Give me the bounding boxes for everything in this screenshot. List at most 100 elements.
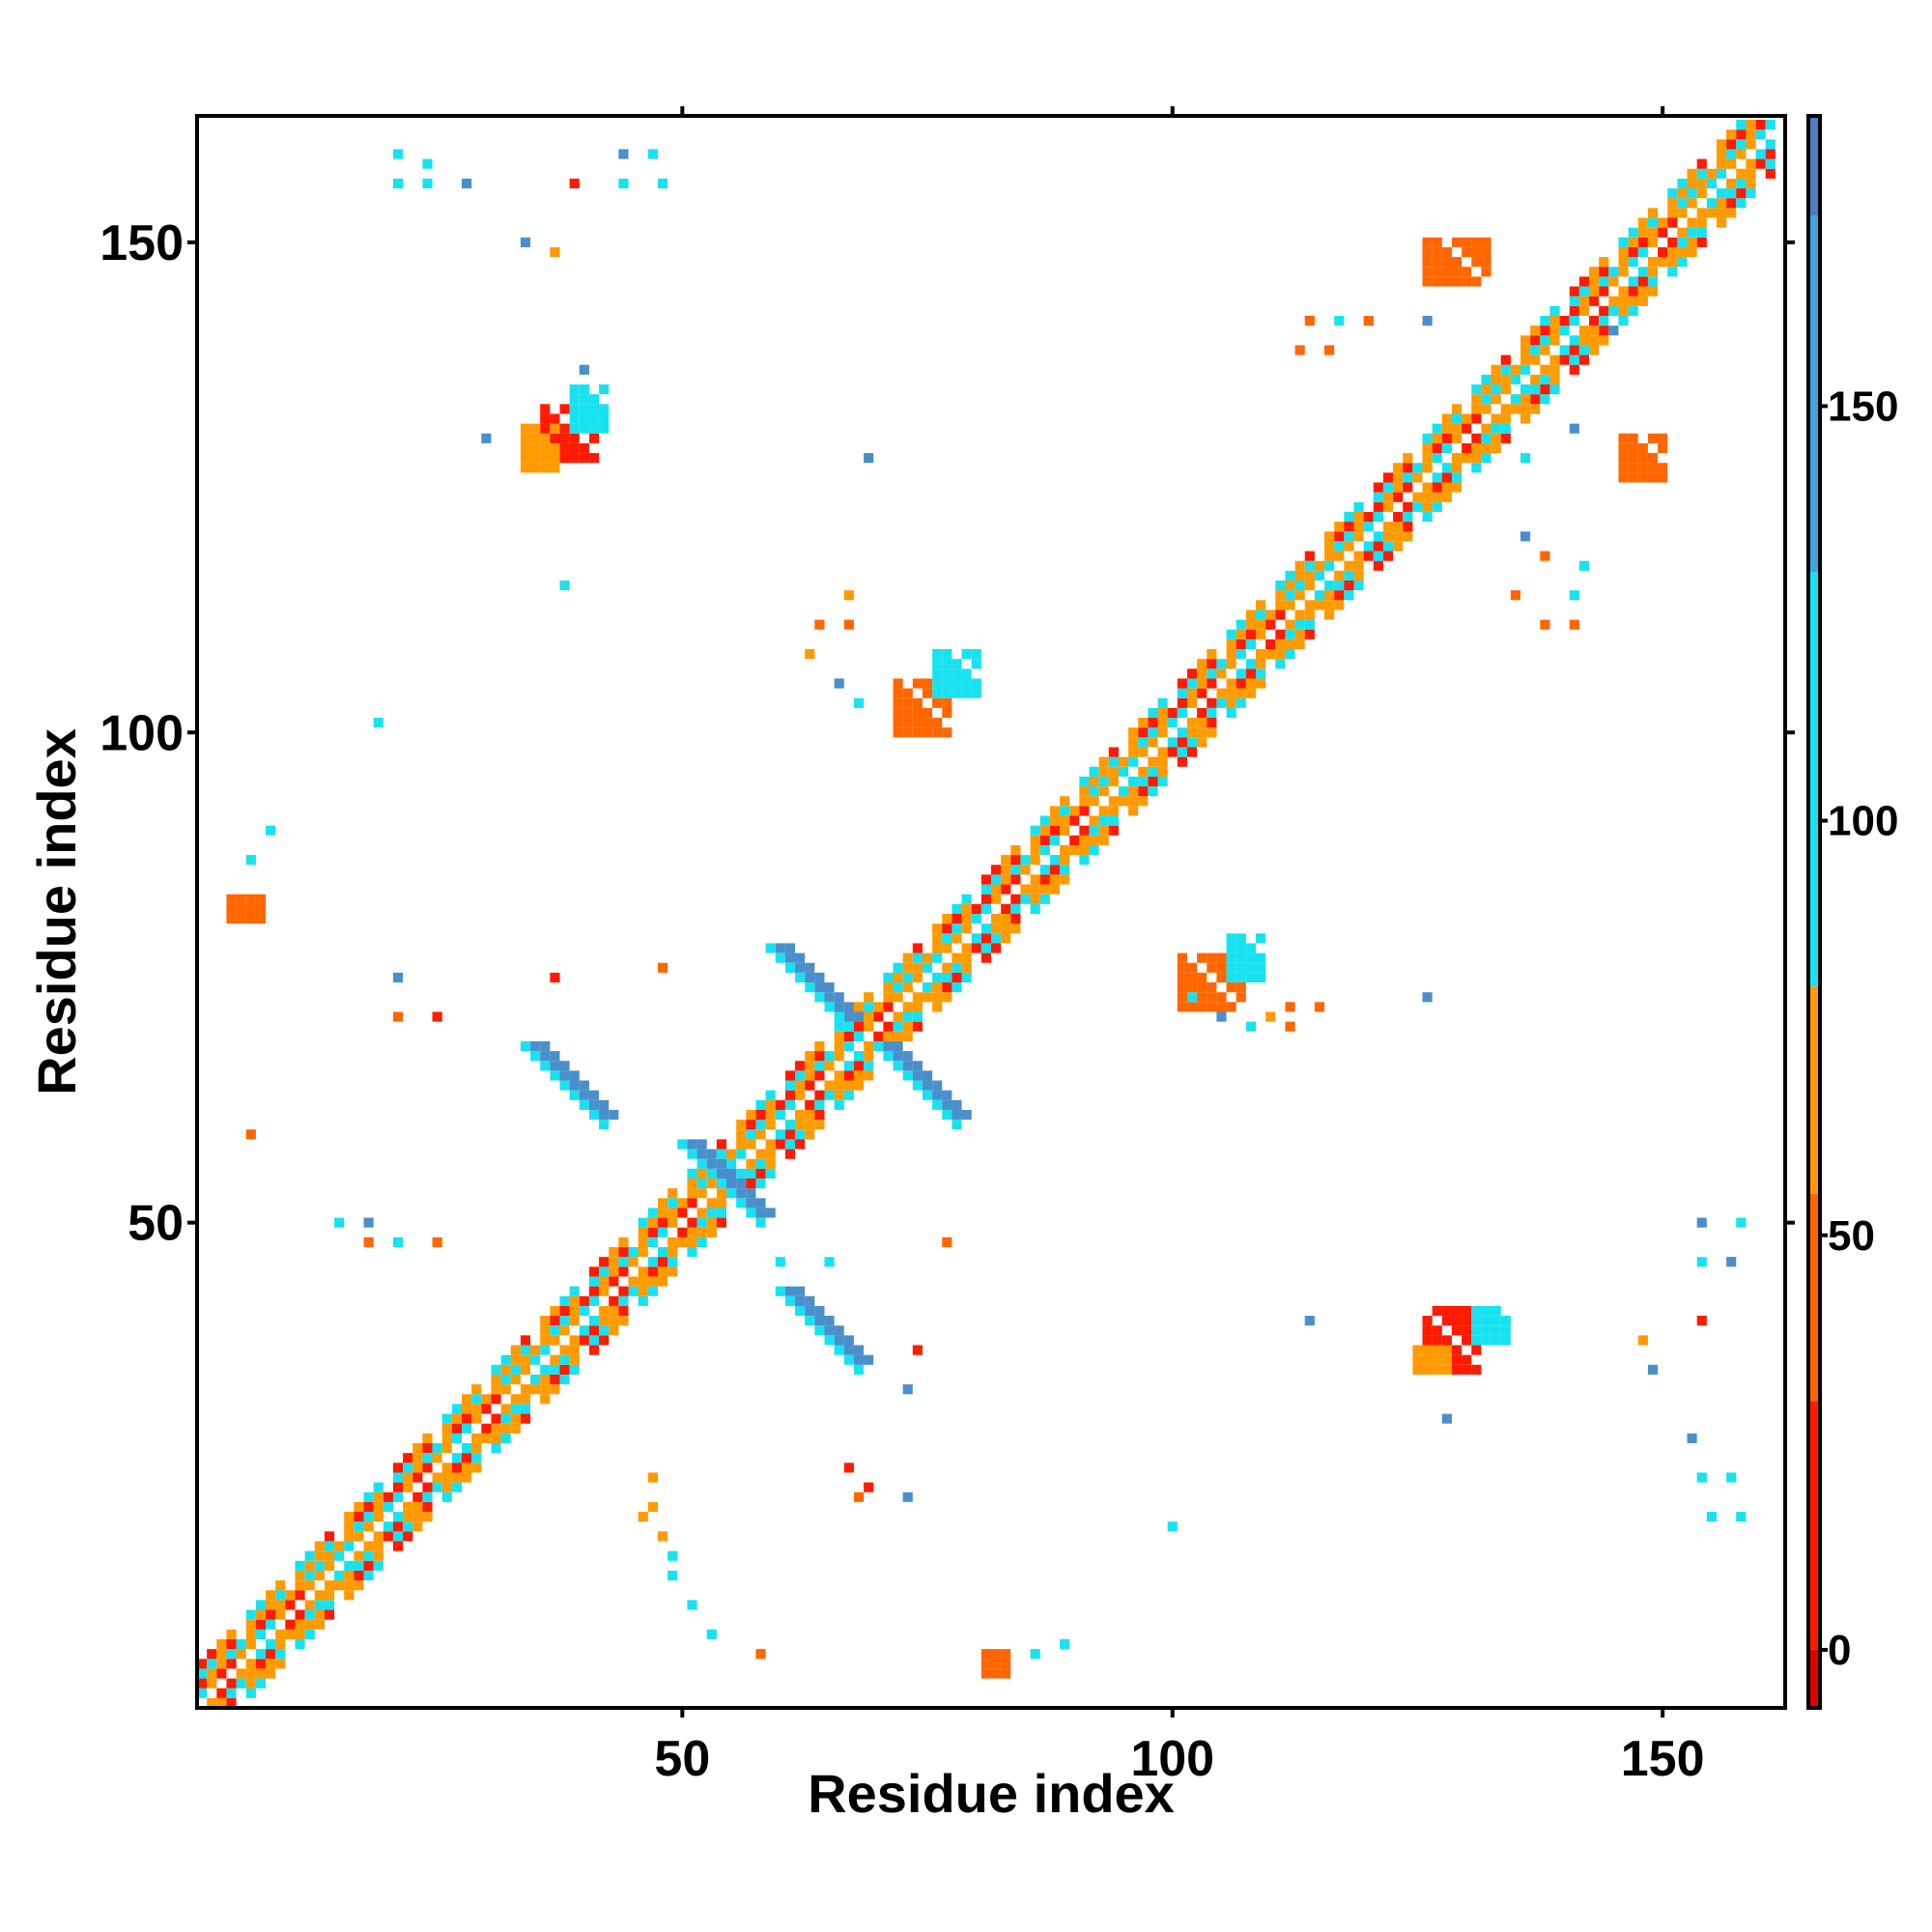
diagonal-cell xyxy=(550,1364,560,1375)
diagonal-cell xyxy=(1500,355,1511,365)
diagonal-cell xyxy=(1618,246,1629,258)
diagonal-cell xyxy=(795,1070,806,1081)
strip-cell xyxy=(805,982,815,993)
strip-cell xyxy=(952,1120,962,1130)
contact-point xyxy=(843,1463,854,1473)
diagonal-cell xyxy=(1167,707,1178,719)
strip-cell xyxy=(902,1051,913,1062)
diagonal-cell xyxy=(344,1531,355,1542)
strip-cell xyxy=(569,1090,580,1100)
block-cell xyxy=(1441,276,1452,287)
diagonal-cell xyxy=(432,1472,442,1483)
diagonal-cell xyxy=(726,1149,737,1159)
block-cell xyxy=(1422,246,1433,258)
diagonal-cell xyxy=(1393,492,1404,502)
diagonal-cell xyxy=(775,1129,785,1140)
strip-cell xyxy=(912,1070,923,1081)
diagonal-cell xyxy=(1020,894,1031,904)
block-cell xyxy=(1207,1002,1217,1012)
diagonal-cell xyxy=(1324,531,1335,542)
diagonal-cell xyxy=(647,1208,658,1218)
diagonal-cell xyxy=(932,1002,943,1012)
contact-point xyxy=(902,1384,913,1395)
diagonal-cell xyxy=(1294,610,1305,620)
diagonal-cell xyxy=(1540,384,1550,395)
strip-cell xyxy=(912,1080,923,1091)
diagonal-cell xyxy=(314,1600,325,1610)
diagonal-cell xyxy=(1275,639,1286,649)
block-cell xyxy=(912,707,923,719)
contact-point xyxy=(1569,423,1579,434)
strip-cell xyxy=(755,1217,766,1228)
block-cell xyxy=(1462,246,1472,258)
diagonal-cell xyxy=(618,1266,629,1277)
diagonal-cell xyxy=(1667,198,1678,209)
diagonal-cell xyxy=(1207,668,1217,679)
diagonal-cell xyxy=(1736,149,1747,159)
diagonal-cell xyxy=(245,1638,256,1650)
diagonal-cell xyxy=(324,1580,335,1591)
diagonal-cell xyxy=(952,914,962,924)
contact-point xyxy=(1030,1649,1040,1660)
block-cell xyxy=(922,688,933,698)
block-cell xyxy=(942,668,952,679)
diagonal-cell xyxy=(255,1629,267,1639)
diagonal-cell xyxy=(834,1021,844,1032)
contact-point xyxy=(647,149,658,159)
diagonal-cell xyxy=(961,914,972,924)
diagonal-cell xyxy=(363,1521,374,1532)
diagonal-cell xyxy=(1069,815,1080,826)
diagonal-cell xyxy=(971,933,981,944)
diagonal-cell xyxy=(1098,756,1109,767)
block-cell xyxy=(588,433,600,443)
diagonal-cell xyxy=(706,1227,717,1237)
strip-cell xyxy=(795,972,806,983)
diagonal-cell xyxy=(1578,335,1590,346)
diagonal-cell xyxy=(1108,766,1119,777)
diagonal-cell xyxy=(814,1099,825,1110)
diagonal-cell xyxy=(647,1286,658,1296)
diagonal-cell xyxy=(991,923,1002,934)
diagonal-cell xyxy=(1471,404,1482,414)
strip-cell xyxy=(824,992,835,1003)
diagonal-cell xyxy=(1079,786,1090,797)
diagonal-cell xyxy=(1060,855,1070,866)
diagonal-cell xyxy=(1138,766,1149,777)
block-cell xyxy=(1451,237,1463,247)
diagonal-cell xyxy=(834,1051,844,1062)
diagonal-cell xyxy=(893,962,903,973)
diagonal-cell xyxy=(1334,600,1345,611)
block-cell xyxy=(1471,257,1482,268)
strip-cell xyxy=(883,1040,894,1052)
diagonal-cell xyxy=(1540,326,1550,336)
diagonal-cell xyxy=(1706,208,1717,218)
y-tick-label: 150 xyxy=(99,215,184,271)
contact-point xyxy=(392,972,404,983)
diagonal-cell xyxy=(373,1512,384,1522)
diagonal-cell xyxy=(1186,688,1198,698)
diagonal-cell xyxy=(961,943,972,953)
diagonal-cell xyxy=(1373,492,1383,502)
diagonal-cell xyxy=(932,923,943,934)
diagonal-cell xyxy=(1667,217,1678,228)
diagonal-cell xyxy=(1177,727,1187,738)
diagonal-cell xyxy=(980,894,991,904)
diagonal-cell xyxy=(716,1149,726,1159)
diagonal-cell xyxy=(1716,149,1727,159)
diagonal-cell xyxy=(1422,482,1433,493)
diagonal-cell xyxy=(471,1463,482,1473)
strip-cell xyxy=(795,952,806,963)
block-cell xyxy=(540,433,551,443)
strip-cell xyxy=(726,1188,737,1199)
diagonal-cell xyxy=(1736,188,1747,199)
block-cell xyxy=(550,423,560,434)
block-cell xyxy=(971,649,981,660)
diagonal-cell xyxy=(1030,835,1040,845)
diagonal-cell xyxy=(1304,570,1315,581)
block-cell xyxy=(932,678,943,689)
diagonal-cell xyxy=(1599,267,1609,277)
diagonal-cell xyxy=(647,1227,658,1237)
block-cell xyxy=(1618,433,1629,443)
diagonal-cell xyxy=(540,1316,551,1326)
block-cell xyxy=(1186,962,1198,973)
